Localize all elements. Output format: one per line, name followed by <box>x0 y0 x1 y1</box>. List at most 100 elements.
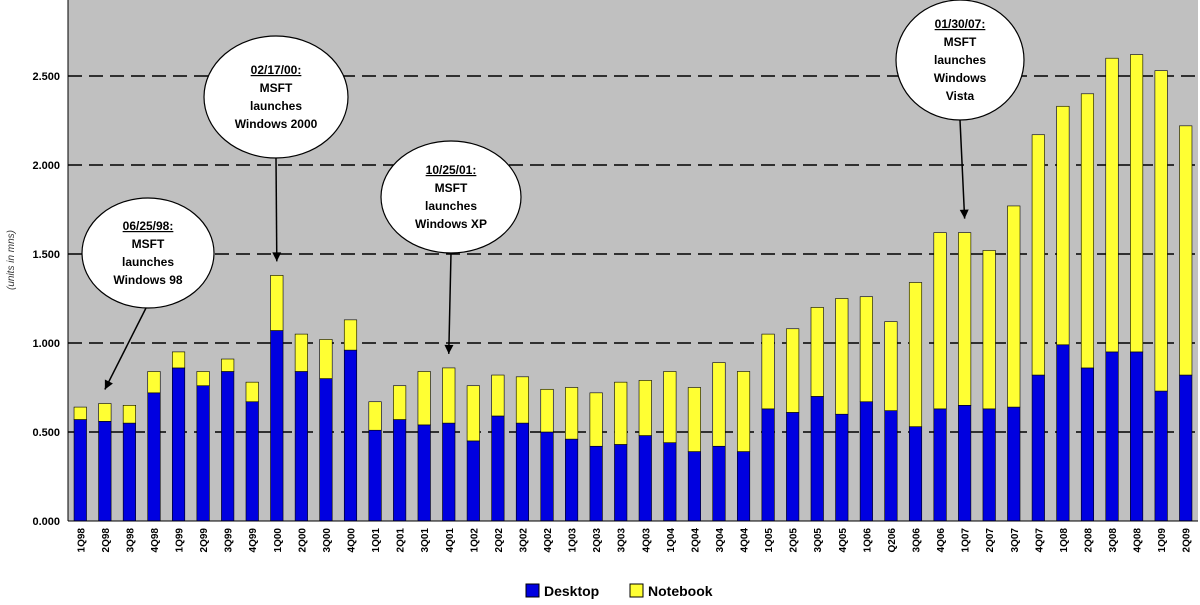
bar-desktop-3Q05 <box>810 396 824 522</box>
arrow-head <box>104 379 113 390</box>
x-tick-label: 3Q04 <box>715 528 726 553</box>
bar-notebook-2Q99 <box>196 371 210 387</box>
bar-notebook-4Q98 <box>147 371 161 394</box>
bar-notebook-2Q05 <box>786 328 800 413</box>
x-tick-label: 1Q00 <box>273 528 284 553</box>
bar-desktop-2Q00 <box>294 371 308 522</box>
x-tick-label: 1Q98 <box>76 528 87 553</box>
bar-notebook-1Q06 <box>859 296 873 403</box>
y-tick-label: 0.000 <box>32 516 60 528</box>
annotation-text: MSFT <box>132 237 165 251</box>
bar-notebook-2Q04 <box>687 387 701 452</box>
x-tick-label: 1Q06 <box>862 528 873 553</box>
bar-desktop-3Q00 <box>319 378 333 522</box>
bar-notebook-1Q98 <box>73 406 87 420</box>
callout-bubble <box>203 35 349 159</box>
bar-notebook-2Q08 <box>1080 93 1095 369</box>
bar-desktop-4Q08 <box>1130 351 1144 522</box>
bar-desktop-1Q03 <box>565 438 579 522</box>
x-tick-label: 3Q05 <box>813 528 824 553</box>
bar-notebook-1Q09 <box>1154 70 1168 392</box>
bar-desktop-1Q01 <box>368 429 382 522</box>
arrow-line <box>448 252 452 354</box>
annotation-callout: 02/17/00: MSFT launches Windows 2000 <box>203 35 349 262</box>
annotation-text: MSFT <box>435 181 468 195</box>
bar-desktop-1Q02 <box>466 440 480 522</box>
bar-notebook-4Q02 <box>540 388 554 433</box>
bar-desktop-4Q05 <box>835 413 849 522</box>
legend-label: Desktop <box>544 583 599 599</box>
bar-notebook-1Q00 <box>270 275 284 331</box>
bar-notebook-1Q03 <box>565 387 579 440</box>
bar-notebook-3Q05 <box>810 307 824 397</box>
annotation-text: launches <box>122 255 174 269</box>
x-tick-label: 4Q98 <box>150 528 161 553</box>
bar-notebook-1Q99 <box>171 351 186 369</box>
y-axis-label: (units in mns) <box>6 230 17 290</box>
bar-desktop-1Q06 <box>859 401 873 522</box>
bar-desktop-3Q06 <box>908 426 923 522</box>
bar-notebook-1Q01 <box>368 401 382 431</box>
annotation-date: 10/25/01: <box>426 163 477 177</box>
bar-desktop-4Q98 <box>147 392 161 522</box>
x-tick-label: 1Q05 <box>764 528 775 553</box>
arrow-head <box>959 209 969 219</box>
x-tick-label: 1Q02 <box>469 528 480 553</box>
annotation-text: MSFT <box>260 81 293 95</box>
bar-notebook-3Q06 <box>908 282 923 427</box>
bar-notebook-2Q07 <box>982 250 996 410</box>
arrow-line <box>104 307 147 390</box>
bar-notebook-1Q08 <box>1056 105 1070 346</box>
x-tick-label: 4Q01 <box>445 528 456 553</box>
annotation-text: launches <box>425 199 477 213</box>
x-tick-label: 3Q02 <box>518 528 529 553</box>
y-tick-label: 0.500 <box>32 427 60 439</box>
x-tick-label: 2Q09 <box>1182 528 1193 553</box>
bar-notebook-2Q03 <box>589 392 603 447</box>
bar-notebook-3Q00 <box>319 339 333 379</box>
x-tick-label: 2Q03 <box>592 528 603 553</box>
arrow-line <box>275 157 278 262</box>
bar-notebook-1Q07 <box>958 232 972 406</box>
x-tick-label: 3Q08 <box>1108 528 1119 553</box>
bar-desktop-1Q08 <box>1056 344 1070 522</box>
bar-desktop-1Q98 <box>73 419 87 522</box>
bar-desktop-4Q07 <box>1031 374 1045 522</box>
legend-swatch-notebook <box>629 583 644 598</box>
x-tick-label: 3Q07 <box>1010 528 1021 553</box>
x-tick-label: 1Q09 <box>1157 528 1168 553</box>
y-axis-ticks: 0.000 0.500 1.000 1.500 2.000 2.500 <box>32 71 60 528</box>
arrow-head <box>444 344 454 354</box>
bar-desktop-1Q09 <box>1154 390 1168 522</box>
bar-desktop-4Q03 <box>638 435 652 522</box>
bar-notebook-3Q03 <box>614 381 628 445</box>
bar-notebook-1Q05 <box>761 333 775 410</box>
x-tick-label: 4Q05 <box>838 528 849 553</box>
bar-desktop-2Q99 <box>196 385 210 522</box>
y-tick-label: 2.500 <box>32 71 60 83</box>
x-tick-label: 4Q00 <box>347 528 358 553</box>
x-tick-label: 3Q06 <box>912 528 923 553</box>
bar-desktop-3Q99 <box>221 371 235 522</box>
x-tick-label: 4Q02 <box>543 528 554 553</box>
x-tick-label: 1Q08 <box>1059 528 1070 553</box>
x-tick-label: 2Q00 <box>297 528 308 553</box>
bar-desktop-1Q99 <box>171 367 186 522</box>
bar-notebook-3Q99 <box>221 358 235 372</box>
annotation-callout: 06/25/98: MSFT launches Windows 98 <box>81 197 215 390</box>
annotation-text: Windows 98 <box>113 273 183 287</box>
bar-desktop-2Q98 <box>98 421 112 522</box>
bar-notebook-4Q99 <box>245 381 259 403</box>
bar-desktop-1Q05 <box>761 408 775 522</box>
bar-notebook-4Q01 <box>442 367 456 424</box>
bar-desktop-1Q04 <box>663 442 677 522</box>
bar-notebook-4Q00 <box>343 319 358 351</box>
bar-desktop-2Q08 <box>1080 367 1095 522</box>
bar-notebook-2Q09 <box>1179 125 1193 376</box>
annotation-text: MSFT <box>944 35 977 49</box>
x-tick-label: 2Q01 <box>396 528 407 553</box>
x-tick-label: 4Q04 <box>740 528 751 553</box>
x-tick-label: 1Q99 <box>175 528 186 553</box>
bar-desktop-1Q07 <box>958 404 972 522</box>
